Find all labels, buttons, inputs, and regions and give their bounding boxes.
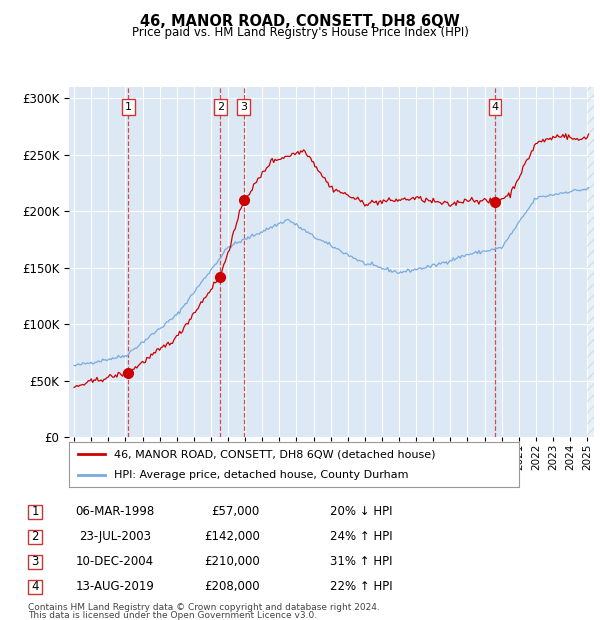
Text: £142,000: £142,000 [204, 530, 260, 543]
Text: 2: 2 [31, 530, 39, 543]
Text: This data is licensed under the Open Government Licence v3.0.: This data is licensed under the Open Gov… [28, 611, 317, 620]
Text: 2: 2 [217, 102, 224, 112]
Text: 1: 1 [125, 102, 132, 112]
Text: 1: 1 [31, 505, 39, 518]
FancyBboxPatch shape [28, 530, 42, 544]
Text: 3: 3 [31, 556, 38, 569]
Text: 3: 3 [240, 102, 247, 112]
Text: Price paid vs. HM Land Registry's House Price Index (HPI): Price paid vs. HM Land Registry's House … [131, 26, 469, 39]
FancyBboxPatch shape [28, 555, 42, 569]
Text: £57,000: £57,000 [212, 505, 260, 518]
Text: £208,000: £208,000 [205, 580, 260, 593]
Text: 13-AUG-2019: 13-AUG-2019 [76, 580, 154, 593]
Text: 46, MANOR ROAD, CONSETT, DH8 6QW: 46, MANOR ROAD, CONSETT, DH8 6QW [140, 14, 460, 29]
FancyBboxPatch shape [28, 505, 42, 519]
Text: 06-MAR-1998: 06-MAR-1998 [76, 505, 155, 518]
Text: 23-JUL-2003: 23-JUL-2003 [79, 530, 151, 543]
Text: £210,000: £210,000 [204, 556, 260, 569]
FancyBboxPatch shape [28, 580, 42, 594]
Text: 10-DEC-2004: 10-DEC-2004 [76, 556, 154, 569]
Text: 4: 4 [31, 580, 39, 593]
Text: 4: 4 [491, 102, 499, 112]
Text: Contains HM Land Registry data © Crown copyright and database right 2024.: Contains HM Land Registry data © Crown c… [28, 603, 380, 613]
Text: 46, MANOR ROAD, CONSETT, DH8 6QW (detached house): 46, MANOR ROAD, CONSETT, DH8 6QW (detach… [114, 449, 436, 459]
Text: 22% ↑ HPI: 22% ↑ HPI [330, 580, 392, 593]
Text: 20% ↓ HPI: 20% ↓ HPI [330, 505, 392, 518]
Text: 24% ↑ HPI: 24% ↑ HPI [330, 530, 392, 543]
Text: HPI: Average price, detached house, County Durham: HPI: Average price, detached house, Coun… [114, 469, 409, 480]
Text: 31% ↑ HPI: 31% ↑ HPI [330, 556, 392, 569]
